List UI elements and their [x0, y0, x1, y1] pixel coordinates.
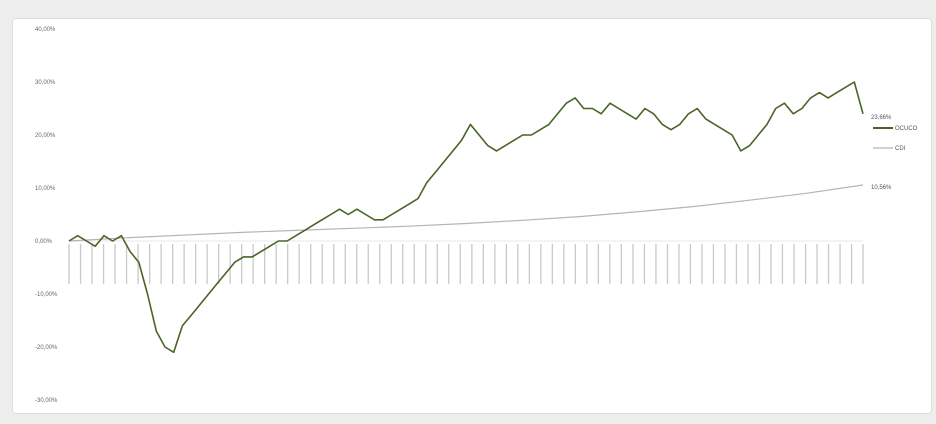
x-tick-mark — [586, 244, 588, 284]
legend: OCUCO CDI — [873, 126, 918, 152]
x-tick-mark — [540, 244, 542, 284]
y-tick-label: -10,00% — [35, 292, 58, 298]
end-label-cdi: 10,56% — [871, 185, 892, 191]
x-tick-mark — [264, 244, 266, 284]
y-tick-label: 0,00% — [35, 239, 53, 245]
x-tick-mark — [333, 244, 335, 284]
x-tick-mark — [816, 244, 818, 284]
x-tick-mark — [528, 244, 530, 284]
line-chart: 40,00% 30,00% 20,00% 10,00% 0,00% -10,00% -20,… — [35, 27, 918, 404]
x-tick-mark — [459, 244, 461, 284]
x-tick-mark — [666, 244, 669, 284]
x-tick-mark — [712, 244, 715, 284]
y-tick-label: -20,00% — [35, 345, 58, 351]
x-tick-mark — [252, 244, 254, 284]
x-tick-mark — [275, 244, 277, 284]
y-tick-label: 30,00% — [35, 80, 56, 86]
x-tick-mark — [413, 244, 415, 284]
x-tick-mark — [643, 244, 646, 284]
y-axis: 40,00% 30,00% 20,00% 10,00% 0,00% -10,00% -20,… — [35, 27, 58, 404]
x-tick-mark — [563, 244, 565, 284]
end-label-ocuco: 23,66% — [871, 115, 892, 121]
x-tick-mark — [436, 244, 438, 284]
x-tick-mark — [471, 244, 473, 284]
y-tick-label: 10,00% — [35, 186, 56, 192]
x-tick-mark — [79, 244, 82, 284]
x-tick-mark — [390, 244, 392, 284]
series-line-cdi — [68, 184, 864, 242]
chart-card: 40,00% 30,00% 20,00% 10,00% 0,00% -10,00% -20,… — [12, 18, 932, 414]
x-tick-mark — [218, 244, 220, 284]
series-layer — [68, 81, 864, 354]
x-tick-mark — [310, 244, 312, 284]
x-tick-mark — [517, 244, 519, 284]
x-tick-mark — [195, 244, 197, 284]
legend-label-ocuco: OCUCO — [895, 126, 918, 132]
x-tick-mark — [206, 244, 208, 284]
x-tick-mark — [425, 244, 427, 284]
x-tick-mark — [574, 244, 576, 284]
x-tick-mark — [701, 244, 703, 284]
x-tick-mark — [724, 244, 726, 284]
x-tick-mark — [402, 244, 404, 284]
x-tick-mark — [551, 244, 553, 284]
x-tick-mark — [448, 244, 450, 284]
x-tick-mark — [172, 244, 174, 284]
x-tick-mark — [344, 244, 346, 284]
x-tick-mark — [367, 244, 369, 284]
x-tick-mark — [125, 244, 128, 284]
series-line-ocuco — [68, 81, 864, 354]
x-tick-mark — [160, 244, 162, 284]
x-tick-mark — [850, 244, 853, 284]
x-tick-mark — [609, 244, 611, 284]
x-tick-mark — [770, 244, 772, 284]
x-tick-mark — [747, 244, 749, 284]
x-tick-mark — [137, 244, 139, 284]
x-tick-mark — [183, 244, 185, 284]
x-tick-mark — [114, 244, 116, 284]
x-tick-mark — [494, 244, 496, 284]
legend-label-cdi: CDI — [895, 146, 906, 152]
x-tick-mark — [229, 244, 231, 284]
x-tick-mark — [379, 244, 381, 284]
x-tick-mark — [632, 244, 634, 284]
x-tick-mark — [241, 244, 243, 284]
x-tick-mark — [689, 244, 692, 284]
x-tick-mark — [321, 244, 323, 284]
x-tick-mark — [620, 244, 622, 284]
x-tick-mark — [298, 244, 300, 284]
x-tick-mark — [793, 244, 795, 284]
x-tick-mark — [655, 244, 657, 284]
x-tick-mark — [482, 244, 484, 284]
x-tick-mark — [597, 244, 599, 284]
y-tick-label: -30,00% — [35, 398, 58, 404]
x-tick-mark — [505, 244, 507, 284]
x-tick-mark — [781, 244, 784, 284]
y-tick-label: 40,00% — [35, 27, 56, 33]
x-tick-mark — [102, 244, 105, 284]
x-tick-mark — [68, 244, 70, 284]
x-tick-mark — [827, 244, 830, 284]
y-tick-label: 20,00% — [35, 133, 56, 139]
x-tick-mark — [804, 244, 807, 284]
x-tick-mark — [356, 244, 358, 284]
x-tick-mark — [735, 244, 738, 284]
x-tick-mark — [149, 244, 151, 284]
x-tick-mark — [862, 244, 864, 284]
x-tick-mark — [91, 244, 93, 284]
x-axis — [68, 244, 864, 284]
x-tick-mark — [287, 244, 289, 284]
x-tick-mark — [678, 244, 680, 284]
x-tick-mark — [839, 244, 841, 284]
x-tick-mark — [758, 244, 761, 284]
